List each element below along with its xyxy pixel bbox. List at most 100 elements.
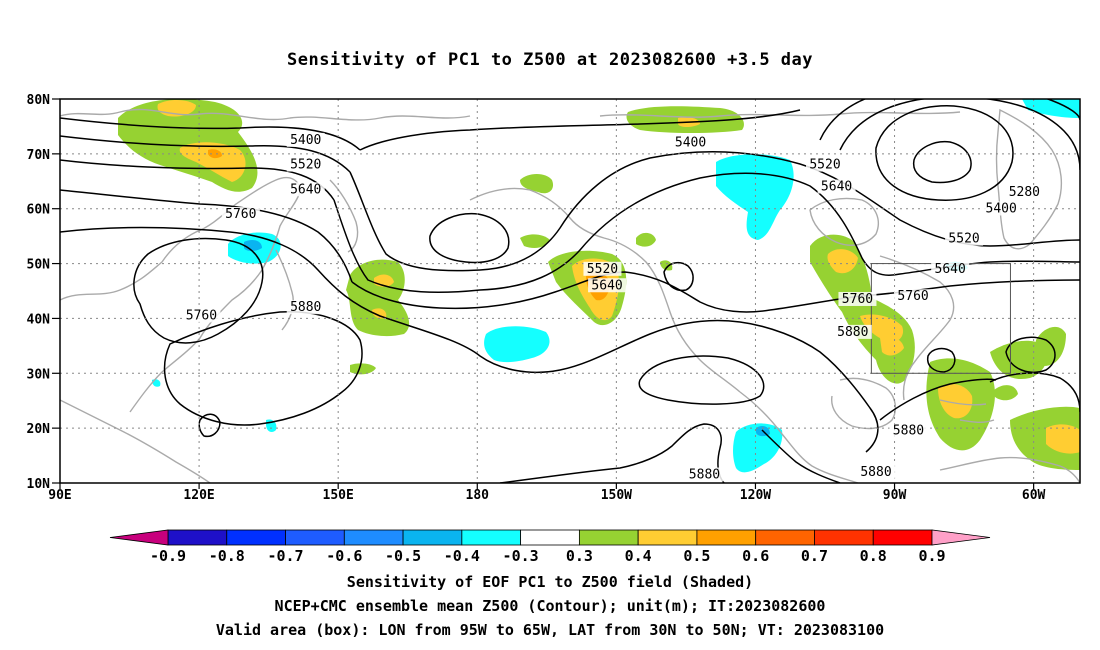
shade-green-ak-south: [520, 234, 550, 248]
contour-label-bg: [982, 201, 1021, 216]
contour-5400-west: [60, 117, 361, 151]
contour-label-bg: [583, 261, 622, 276]
contour-5760-japan: [133, 237, 264, 344]
shade-cyan-canada: [716, 154, 794, 240]
shade-green-atlantic-ne2: [994, 385, 1018, 401]
shade-yellow-southeast: [1046, 424, 1080, 454]
lon-label: 60W: [1022, 488, 1046, 503]
shade-green-atlantic: [990, 340, 1047, 379]
contour-5520-west: [60, 135, 351, 173]
contour-label: 5520: [290, 158, 321, 173]
coast-south-america: [939, 456, 1080, 483]
contour-label-bg: [833, 324, 872, 339]
shade-green-atlantic-ne: [1035, 326, 1066, 366]
colorbar-label: -0.5: [385, 547, 421, 565]
colorbar-bin: [520, 529, 580, 546]
contour-label-bg: [817, 179, 856, 194]
lon-label: 120E: [183, 488, 214, 503]
contour-5880-mexico: [761, 429, 841, 483]
contour-label-bg: [286, 300, 325, 315]
contour-label: 5760: [186, 308, 217, 323]
shade-cyan-arctic-ne: [1022, 99, 1080, 118]
shade-green-westpac: [346, 259, 410, 337]
colorbar-bin: [637, 529, 698, 546]
colorbar-label: -0.7: [267, 547, 303, 565]
colorbar-label: -0.9: [150, 547, 186, 565]
contour-label: 5640: [290, 182, 321, 197]
latitude-labels: 80N 70N 60N 50N 40N 30N 20N 10N: [27, 93, 60, 492]
contour-5640-west: [60, 159, 335, 201]
contour-label-bg: [894, 289, 933, 304]
contour-label-bg: [857, 464, 895, 479]
z500-contours: [60, 99, 1080, 483]
colorbar-bin: [226, 529, 286, 546]
lat-label: 50N: [27, 258, 51, 273]
contour-labels: 5400552056405760576058805400552056405520…: [182, 132, 1044, 483]
contour-label: 5880: [860, 465, 891, 480]
contour-label: 5400: [675, 136, 706, 151]
coast-east-asia: [60, 176, 301, 413]
colorbar-bin: [285, 529, 345, 546]
lat-label: 40N: [27, 312, 51, 327]
coast-hudson: [809, 197, 880, 246]
lon-label: 90W: [883, 488, 907, 503]
contour-label-bg: [685, 467, 724, 482]
contour-label: 5400: [986, 201, 1017, 216]
contour-5880-main: [60, 226, 879, 453]
contour-5400-closed-pac: [429, 212, 510, 264]
contour-5880-atlantic-closed: [1005, 336, 1056, 373]
colorbar-label: -0.4: [444, 547, 480, 565]
contour-5760-mid: [351, 271, 1080, 313]
coast-korea-japan: [275, 249, 294, 331]
colorbar-label: -0.8: [209, 547, 245, 565]
colorbar-bin: [755, 529, 815, 546]
contour-label-bg: [182, 308, 221, 323]
shade-cyan-small-jp: [152, 379, 161, 387]
contour-label: 5880: [290, 300, 321, 315]
contour-5880-gulf-closed: [926, 347, 956, 373]
contour-label: 5280: [1009, 185, 1040, 200]
lat-label: 80N: [27, 93, 51, 108]
lon-label: 90E: [48, 488, 71, 503]
shade-orange-west: [208, 149, 222, 159]
shade-yellow-us1: [827, 249, 858, 274]
lat-label: 60N: [27, 203, 51, 218]
footer-line-shading: Sensitivity of EOF PC1 to Z500 field (Sh…: [346, 573, 754, 591]
contour-label: 5760: [897, 289, 928, 304]
colorbar-bin: [578, 529, 639, 546]
contour-5400-closed-ne: [875, 105, 1014, 201]
contour-5640-ne: [819, 99, 1080, 141]
shade-green-canada-west: [636, 232, 656, 247]
coast-se-asia: [60, 399, 211, 483]
colorbar-label: 0.3: [566, 547, 593, 565]
shade-yellow-caribbean: [938, 383, 973, 419]
shade-yellow-us2: [860, 314, 904, 343]
shade-green-us-central: [810, 234, 915, 384]
contour-5760-mexico-closed: [638, 355, 765, 405]
lon-label: 150W: [601, 488, 632, 503]
contour-label-bg: [671, 135, 710, 150]
shade-yellow-us3: [880, 336, 904, 356]
contour-5880-bermuda: [879, 378, 997, 421]
contour-label: 5760: [842, 292, 873, 307]
contour-label-bg: [588, 278, 627, 293]
shade-yellow-westpac2: [372, 308, 387, 319]
contour-label-bg: [1005, 185, 1044, 199]
colorbar-label: 0.4: [625, 547, 652, 565]
contour-label: 5760: [225, 207, 256, 222]
contour-5880-japan: [163, 311, 363, 426]
colorbar-label: 0.8: [860, 547, 887, 565]
sensitivity-shading: [118, 99, 1080, 473]
contour-label-bg: [889, 423, 928, 438]
contour-label: 5400: [290, 133, 321, 148]
shade-cyan-mexico: [733, 423, 783, 473]
contour-label: 5640: [935, 262, 966, 277]
contour-5880-philippines: [198, 413, 221, 438]
contour-label: 5880: [837, 325, 868, 340]
colorbar-label: 0.5: [683, 547, 710, 565]
lat-label: 70N: [27, 148, 51, 163]
contour-label-bg: [221, 206, 260, 221]
colorbar: -0.9 -0.8 -0.7 -0.6 -0.5 -0.4 -0.3 0.3 0.4 0.5 0.6…: [109, 529, 991, 565]
colorbar-bin: [402, 529, 463, 546]
